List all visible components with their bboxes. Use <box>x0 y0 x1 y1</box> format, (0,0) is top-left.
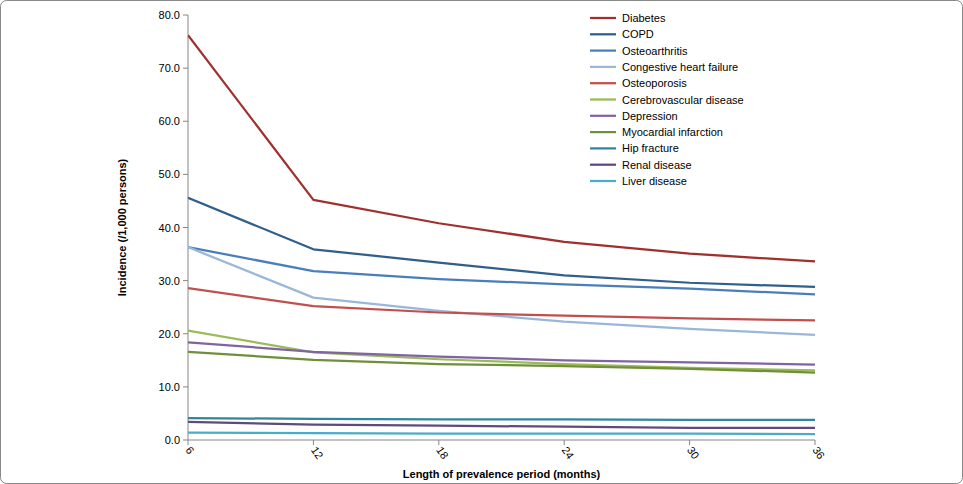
legend-swatch <box>590 82 616 84</box>
legend-label: Cerebrovascular disease <box>622 94 744 106</box>
y-tick-label: 30.0 <box>159 275 180 287</box>
legend-label: Osteoarthritis <box>622 45 688 57</box>
legend-swatch <box>590 115 616 117</box>
legend-swatch <box>590 131 616 133</box>
series-line <box>188 247 815 294</box>
legend-label: Osteoporosis <box>622 77 687 89</box>
series-line <box>188 433 815 435</box>
y-tick-label: 10.0 <box>159 381 180 393</box>
series-line <box>188 247 815 335</box>
chart-frame <box>1 1 963 484</box>
legend-label: Depression <box>622 110 678 122</box>
x-tick-label: 6 <box>183 444 196 456</box>
series-line <box>188 418 815 420</box>
y-tick-label: 60.0 <box>159 115 180 127</box>
y-tick-label: 0.0 <box>165 434 180 446</box>
legend-label: Liver disease <box>622 175 687 187</box>
plot-lines <box>188 35 815 434</box>
legend-swatch <box>590 147 616 149</box>
y-tick-label: 70.0 <box>159 62 180 74</box>
series-line <box>188 352 815 373</box>
chart-container: 0.0 10.0 20.0 30.0 40.0 50.0 60.0 70.0 80.0 6 12 18… <box>0 0 963 484</box>
y-tick <box>183 174 188 175</box>
y-tick <box>183 227 188 228</box>
x-tick-label: 12 <box>309 444 326 461</box>
x-tick <box>564 440 565 445</box>
y-tick <box>183 121 188 122</box>
x-tick <box>815 440 816 445</box>
x-tick <box>188 440 189 445</box>
legend-label: Renal disease <box>622 159 692 171</box>
legend-label: Congestive heart failure <box>622 61 738 73</box>
legend-label: Myocardial infarction <box>622 126 723 138</box>
y-tick-label: 20.0 <box>159 328 180 340</box>
legend-label: COPD <box>622 28 654 40</box>
legend-swatch <box>590 98 616 100</box>
x-tick-label: 18 <box>434 444 451 461</box>
chart-svg: 0.0 10.0 20.0 30.0 40.0 50.0 60.0 70.0 80.0 6 12 18… <box>0 0 963 484</box>
legend-swatch <box>590 33 616 35</box>
x-tick-label: 36 <box>810 444 827 461</box>
x-axis-title: Length of prevalence period (months) <box>403 468 601 480</box>
legend-label: Diabetes <box>622 12 666 24</box>
x-tick-label: 24 <box>560 444 577 461</box>
y-tick <box>183 386 188 387</box>
series-line <box>188 288 815 320</box>
y-tick-label: 40.0 <box>159 222 180 234</box>
legend-swatch <box>590 49 616 51</box>
y-tick-label: 50.0 <box>159 168 180 180</box>
series-line <box>188 198 815 287</box>
legend-swatch <box>590 164 616 166</box>
y-tick <box>183 15 188 16</box>
y-tick <box>183 440 188 441</box>
legend: Diabetes COPD Osteoarthritis Congestive hea… <box>590 12 744 187</box>
series-line <box>188 35 815 261</box>
x-tick <box>438 440 439 445</box>
x-tick <box>689 440 690 445</box>
y-tick <box>183 333 188 334</box>
legend-swatch <box>590 66 616 68</box>
legend-swatch <box>590 17 616 19</box>
legend-swatch <box>590 180 616 182</box>
y-axis-title: Incidence (/1,000 persons) <box>116 158 128 296</box>
y-tick <box>183 68 188 69</box>
x-axis <box>188 440 815 441</box>
y-tick <box>183 280 188 281</box>
legend-label: Hip fracture <box>622 142 679 154</box>
series-line <box>188 422 815 428</box>
x-tick-label: 30 <box>685 444 702 461</box>
series-line <box>188 342 815 364</box>
x-tick <box>313 440 314 445</box>
y-tick-label: 80.0 <box>159 9 180 21</box>
